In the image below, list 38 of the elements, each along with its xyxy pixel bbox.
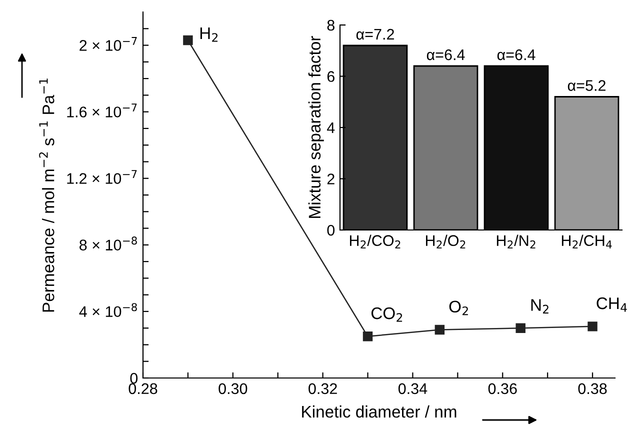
data-label: α=6.4 [497,49,536,60]
x-axis-title: Kinetic diameter / nm [302,405,456,418]
y-tick-label: 1.6 × 10$^{−7}$ [67,104,137,118]
data-label: α=6.4 [426,49,465,60]
y-tick-label: 1.2 × 10$^{−7}$ [67,170,137,184]
annotation: CO$_{2}$ [371,307,402,322]
y-tick-label: 2 [327,174,334,184]
annotation: O$_{2}$ [449,300,468,316]
x-tick-label: H$_{2}$/N$_{2}$ [496,234,536,248]
y-tick-label: 4 × 10$^{−8}$ [79,303,137,318]
data-label: α=7.2 [356,28,394,40]
annotation: N$_{2}$ [531,299,548,314]
point [434,324,445,335]
x-tick-label: H$_{2}$/CO$_{2}$ [350,234,400,248]
x-tick-label: 0.34 [398,383,428,394]
x-tick-label: 0.36 [488,383,517,394]
data-label: α=5.2 [568,80,606,91]
x-tick-label: 0.30 [218,383,248,394]
y-tick-label: 6 [327,71,334,82]
x-tick-label: 0.28 [128,383,158,394]
point [588,322,598,332]
y-axis-title: Permeance / mol m$^{−2}$ s$^{−1}$ Pa$^{−1}$ [39,78,54,312]
x-tick-label: H$_{2}$/CH$_{4}$ [562,234,612,248]
x-tick-label: H$_{2}$/O$_{2}$ [426,234,466,248]
y-tick-label: 0 [130,372,138,384]
y-axis-title: Mixture separation factor [308,36,324,218]
annotation: H$_{2}$ [200,28,218,42]
x-tick-label: 0.32 [308,383,337,394]
x-tick-label: 0.38 [578,383,607,394]
y-tick-label: 8 [327,20,334,31]
y-tick-label: 0 [327,224,335,236]
point [362,332,373,342]
annotation: CH$_{4}$ [596,297,627,312]
y-tick-label: 4 [326,122,335,134]
y-tick-label: 2 × 10$^{−7}$ [80,37,137,51]
y-tick-label: 8 × 10$^{−8}$ [80,236,137,250]
point [516,323,526,333]
point [183,35,193,46]
